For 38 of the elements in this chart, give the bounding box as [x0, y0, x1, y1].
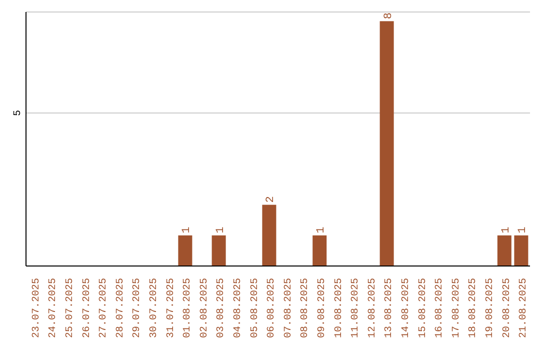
x-tick-label: 19.08.2025: [485, 278, 496, 338]
x-tick-label: 12.08.2025: [367, 278, 378, 338]
x-tick-label: 04.08.2025: [233, 278, 244, 338]
x-tick-label: 13.08.2025: [384, 278, 396, 338]
x-tick-label: 25.07.2025: [65, 278, 76, 338]
data-label: 1: [181, 226, 194, 234]
data-label: 1: [316, 226, 328, 234]
x-tick-label: 27.07.2025: [98, 278, 110, 338]
y-tick-label: 5: [13, 110, 24, 116]
x-tick-label: 08.08.2025: [300, 278, 312, 338]
x-tick-label: 07.08.2025: [283, 278, 294, 338]
x-tick-label: 31.07.2025: [166, 278, 177, 338]
data-label: 1: [517, 226, 530, 234]
x-tick-label: 18.08.2025: [468, 278, 480, 338]
x-tick-label: 26.07.2025: [82, 278, 93, 338]
x-tick-label: 30.07.2025: [149, 278, 160, 338]
x-tick-label: 10.08.2025: [334, 278, 345, 338]
data-label: 1: [214, 226, 227, 234]
x-tick-label: 06.08.2025: [266, 278, 278, 338]
x-tick-label: 01.08.2025: [182, 278, 194, 338]
x-tick-label: 05.08.2025: [250, 278, 261, 338]
data-label: 8: [382, 12, 395, 20]
x-tick-label: 28.07.2025: [115, 278, 126, 338]
x-tick-label: 29.07.2025: [132, 278, 144, 338]
x-tick-label: 14.08.2025: [401, 278, 412, 338]
x-tick-label: 23.07.2025: [31, 278, 42, 338]
x-tick-label: 21.08.2025: [518, 278, 530, 338]
x-tick-label: 15.08.2025: [418, 278, 429, 338]
data-label: 2: [265, 196, 278, 203]
x-tick-label: 09.08.2025: [317, 278, 328, 338]
x-tick-label: 20.08.2025: [502, 278, 513, 338]
x-tick-label: 11.08.2025: [350, 278, 362, 338]
x-tick-label: 03.08.2025: [216, 278, 228, 338]
x-tick-label: 02.08.2025: [199, 278, 210, 338]
x-tick-label: 16.08.2025: [434, 278, 446, 338]
x-tick-label: 24.07.2025: [48, 278, 60, 338]
data-label: 1: [500, 226, 512, 234]
x-tick-label: 17.08.2025: [451, 278, 462, 338]
